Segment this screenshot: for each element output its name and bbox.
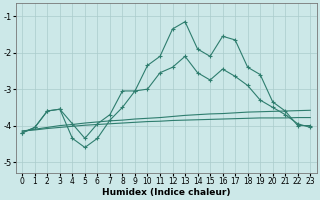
X-axis label: Humidex (Indice chaleur): Humidex (Indice chaleur) <box>102 188 230 197</box>
